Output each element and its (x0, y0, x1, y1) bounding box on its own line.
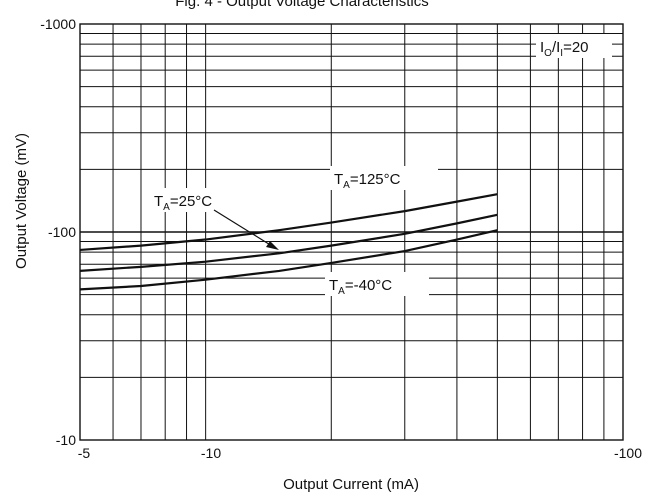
y-tick-label-10: -10 (56, 432, 76, 448)
x-tick-label-5: -5 (78, 445, 91, 461)
x-axis-label: Output Current (mA) (283, 476, 419, 493)
y-tick-label-1000: -1000 (40, 16, 76, 32)
x-tick-label-10: -10 (201, 445, 221, 461)
y-tick-label-100: -100 (48, 224, 76, 240)
grid-lines (80, 24, 623, 440)
t25-tail: =25°C (170, 193, 212, 210)
t25-arrow-line (214, 210, 272, 246)
t125-main: T (334, 171, 343, 188)
chart-title: Fig. 4 - Output Voltage Characteristics (175, 0, 428, 10)
ratio-tail: =20 (563, 39, 588, 56)
y-axis-label: Output Voltage (mV) (13, 133, 30, 269)
t125-tail: =125°C (350, 171, 401, 188)
x-tick-label-100: -100 (614, 445, 642, 461)
tm40-main: T (329, 277, 338, 294)
series-line-1 (80, 215, 497, 271)
ratio-mid: /I (552, 39, 560, 56)
t25-arrow-head (266, 241, 279, 250)
t25-main: T (154, 193, 163, 210)
series-line-2 (80, 230, 497, 289)
tm40-tail: =-40°C (345, 277, 392, 294)
